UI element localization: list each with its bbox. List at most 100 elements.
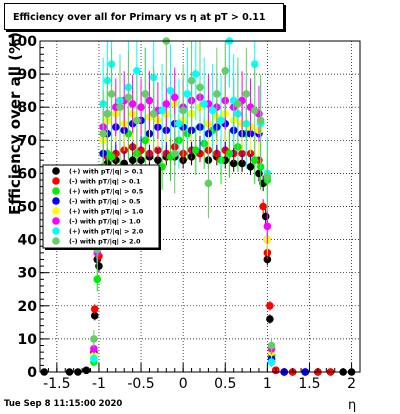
y-tick-label: 60 bbox=[18, 166, 38, 182]
legend-label: (-) with pT/|q| > 0.5 bbox=[69, 198, 141, 207]
legend-label: (-) with pT/|q| > 0.1 bbox=[69, 178, 141, 187]
legend: (+) with pT/|q| > 0.1(-) with pT/|q| > 0… bbox=[42, 164, 161, 250]
timestamp: Tue Sep 8 11:15:00 2020 bbox=[4, 399, 123, 409]
legend-box bbox=[42, 164, 160, 249]
y-tick-label: 40 bbox=[18, 233, 38, 249]
data-point bbox=[170, 93, 179, 102]
data-point bbox=[263, 172, 272, 181]
data-point bbox=[158, 106, 166, 115]
legend-marker bbox=[52, 167, 60, 175]
x-tick-label: 1.5 bbox=[298, 376, 320, 392]
data-point bbox=[242, 90, 251, 98]
data-point bbox=[267, 358, 276, 366]
data-point bbox=[191, 146, 200, 155]
x-tick-label: -1 bbox=[92, 376, 106, 392]
data-point bbox=[187, 76, 196, 85]
legend-marker bbox=[52, 227, 60, 235]
data-point bbox=[266, 315, 274, 323]
data-point bbox=[133, 116, 141, 125]
data-point bbox=[238, 159, 246, 168]
legend-label: (+) with pT/|q| > 2.0 bbox=[69, 228, 144, 237]
data-point bbox=[90, 354, 98, 363]
data-point bbox=[175, 119, 183, 128]
data-point bbox=[141, 90, 150, 98]
chart-title: Efficiency over all for Primary vs η at … bbox=[4, 3, 284, 30]
legend-marker bbox=[52, 177, 60, 185]
data-point bbox=[200, 100, 209, 108]
data-point bbox=[99, 129, 107, 138]
data-point bbox=[107, 153, 116, 161]
legend-marker bbox=[52, 207, 60, 215]
y-tick-label: 0 bbox=[27, 365, 37, 381]
data-point bbox=[250, 156, 259, 164]
legend-marker bbox=[52, 187, 60, 195]
y-axis-label: Efficiency over all (%) bbox=[6, 32, 24, 215]
data-point bbox=[124, 93, 133, 102]
data-point bbox=[82, 366, 91, 375]
x-tick-label: 0 bbox=[179, 376, 188, 392]
data-point bbox=[250, 106, 259, 115]
data-point bbox=[90, 345, 98, 353]
data-point bbox=[90, 311, 99, 320]
y-tick-label: 90 bbox=[18, 67, 38, 83]
data-point bbox=[234, 100, 242, 108]
y-tick-label: 10 bbox=[18, 332, 38, 348]
data-point bbox=[90, 335, 98, 343]
legend-label: (-) with pT/|q| > 2.0 bbox=[69, 238, 141, 247]
legend-marker bbox=[52, 217, 60, 225]
data-point bbox=[166, 86, 175, 95]
x-axis-label: η bbox=[348, 398, 357, 413]
legend-label: (+) with pT/|q| > 0.5 bbox=[69, 188, 144, 197]
data-point bbox=[95, 262, 103, 270]
y-tick-label: 80 bbox=[18, 100, 38, 116]
data-point bbox=[191, 70, 200, 78]
data-point bbox=[229, 159, 238, 168]
data-point bbox=[183, 90, 192, 98]
data-point bbox=[149, 110, 158, 118]
data-point bbox=[137, 103, 145, 111]
data-point bbox=[128, 156, 137, 164]
x-tick-label: 0.5 bbox=[214, 376, 236, 392]
data-point bbox=[263, 222, 272, 231]
data-point bbox=[217, 116, 225, 125]
data-point bbox=[208, 106, 217, 115]
legend-marker bbox=[52, 237, 60, 245]
legend-label: (+) with pT/|q| > 0.1 bbox=[69, 168, 144, 177]
y-tick-label: 30 bbox=[18, 266, 38, 282]
data-point bbox=[107, 90, 116, 98]
data-point bbox=[246, 162, 255, 171]
x-tick-label: -1.5 bbox=[43, 376, 70, 392]
data-point bbox=[204, 179, 213, 188]
data-point bbox=[128, 100, 137, 108]
x-tick-label: 2 bbox=[347, 376, 356, 392]
data-point bbox=[133, 66, 141, 75]
series-8 bbox=[90, 37, 276, 354]
data-point bbox=[103, 110, 112, 118]
x-tick-label: -0.5 bbox=[127, 376, 154, 392]
series-layer bbox=[40, 37, 356, 376]
data-point bbox=[93, 275, 102, 284]
data-point bbox=[179, 106, 187, 115]
data-point bbox=[116, 103, 124, 111]
legend-label: (+) with pT/|q| > 1.0 bbox=[69, 208, 144, 217]
data-point bbox=[170, 149, 179, 158]
data-point bbox=[259, 202, 267, 211]
data-point bbox=[255, 169, 263, 178]
data-point bbox=[90, 305, 99, 313]
data-point bbox=[154, 156, 162, 164]
data-point bbox=[137, 156, 145, 164]
data-point bbox=[145, 96, 154, 105]
data-point bbox=[267, 341, 276, 350]
data-point bbox=[196, 83, 204, 92]
y-tick-label: 100 bbox=[8, 34, 37, 50]
y-tick-label: 20 bbox=[18, 299, 38, 315]
data-point bbox=[221, 66, 230, 75]
legend-label: (-) with pT/|q| > 1.0 bbox=[69, 218, 141, 227]
data-point bbox=[225, 149, 234, 158]
y-tick-label: 50 bbox=[18, 200, 38, 216]
legend-marker bbox=[52, 197, 60, 205]
data-point bbox=[162, 100, 171, 108]
data-point bbox=[263, 255, 272, 264]
x-tick-label: 1 bbox=[263, 376, 272, 392]
